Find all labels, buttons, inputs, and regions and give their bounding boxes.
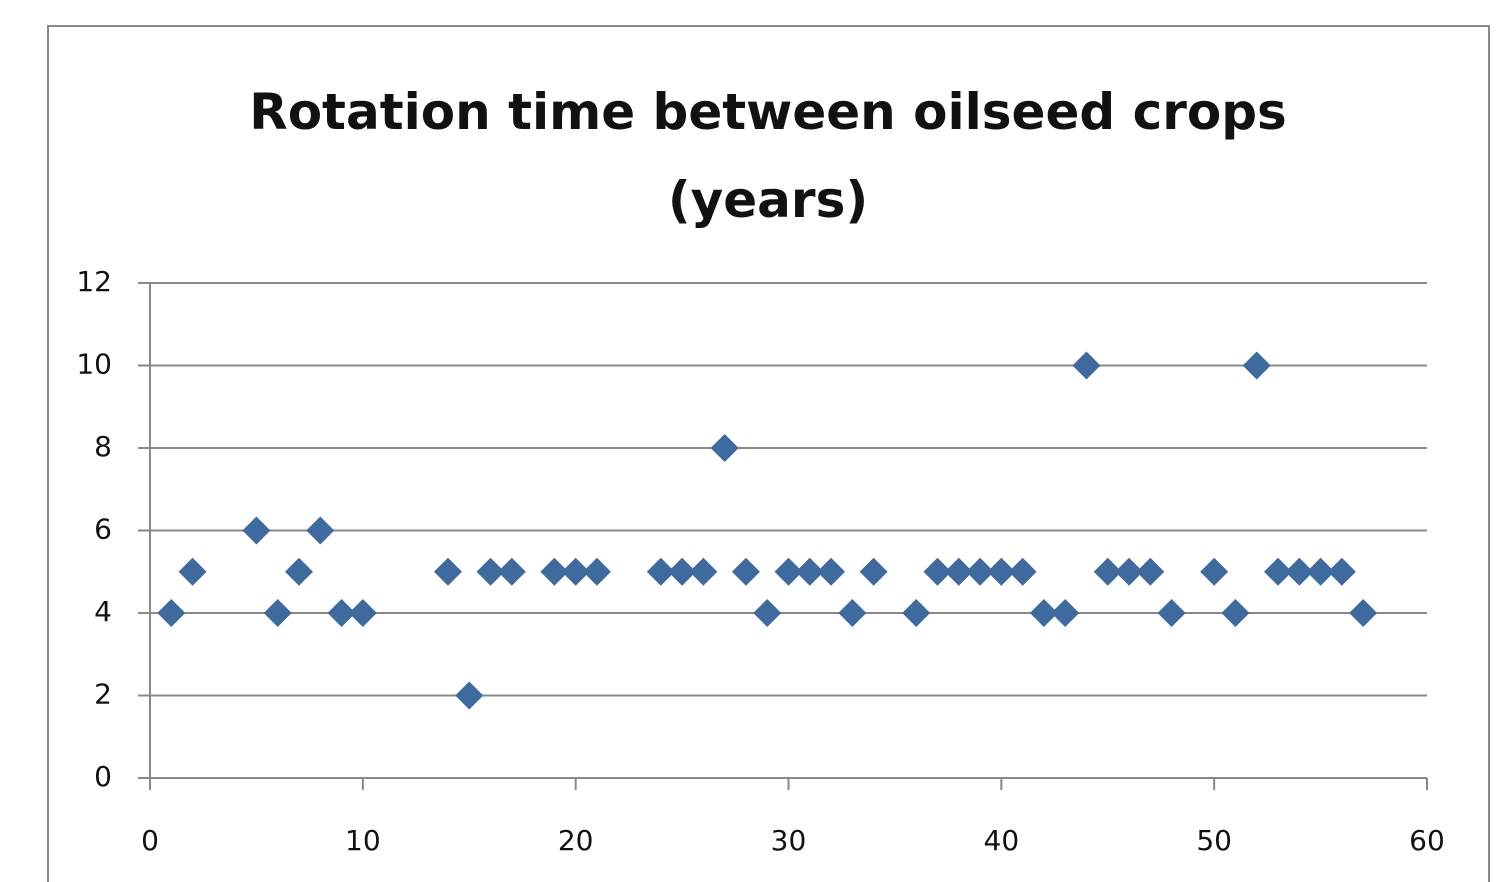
scatter-point — [284, 557, 313, 586]
scatter-point — [731, 557, 760, 586]
scatter-point — [157, 599, 186, 627]
scatter-point — [710, 434, 739, 462]
scatter-point — [923, 557, 952, 586]
scatter-point — [1008, 557, 1037, 586]
scatter-point — [1051, 599, 1080, 627]
scatter-point — [944, 557, 973, 586]
x-tick-label: 10 — [345, 824, 381, 857]
scatter-point — [455, 681, 484, 710]
scatter-point — [306, 516, 335, 545]
scatter-point — [1349, 599, 1378, 627]
scatter-point — [838, 599, 867, 627]
scatter-point — [1264, 557, 1293, 586]
scatter-point — [646, 557, 675, 586]
scatter-point — [817, 557, 846, 586]
scatter-point — [902, 599, 931, 627]
chart-frame — [47, 25, 1490, 882]
scatter-point — [1157, 599, 1186, 627]
y-tick-label: 2 — [94, 678, 112, 711]
scatter-point — [178, 557, 207, 586]
y-tick-label: 6 — [94, 513, 112, 546]
scatter-point — [1200, 557, 1229, 586]
x-tick-label: 40 — [984, 824, 1020, 857]
x-tick-label: 60 — [1409, 824, 1445, 857]
scatter-point — [561, 557, 590, 586]
scatter-point — [348, 599, 377, 627]
scatter-point — [966, 557, 995, 586]
scatter-point — [1221, 599, 1250, 627]
scatter-point — [327, 599, 356, 627]
scatter-point — [774, 557, 803, 586]
scatter-point — [859, 557, 888, 586]
scatter-point — [242, 516, 271, 545]
scatter-point — [476, 557, 505, 586]
scatter-point — [668, 557, 697, 586]
scatter-point — [1072, 351, 1101, 380]
scatter-point — [582, 557, 611, 586]
x-tick-label: 0 — [141, 824, 159, 857]
scatter-point — [1327, 557, 1356, 586]
scatter-point — [540, 557, 569, 586]
scatter-point — [1306, 557, 1335, 586]
scatter-point — [753, 599, 782, 627]
scatter-point — [433, 557, 462, 586]
x-tick-label: 20 — [558, 824, 594, 857]
scatter-point — [1029, 599, 1058, 627]
scatter-point — [1242, 351, 1271, 380]
scatter-point — [689, 557, 718, 586]
scatter-point — [263, 599, 292, 627]
chart-title: Rotation time between oilseed crops (yea… — [249, 83, 1287, 229]
x-tick-label: 50 — [1196, 824, 1232, 857]
scatter-point — [795, 557, 824, 586]
scatter-point — [987, 557, 1016, 586]
y-tick-label: 4 — [94, 595, 112, 628]
scatter-point — [1115, 557, 1144, 586]
y-tick-label: 0 — [94, 760, 112, 793]
y-tick-label: 8 — [94, 430, 112, 463]
scatter-point — [1093, 557, 1122, 586]
scatter-point — [1136, 557, 1165, 586]
scatter-point — [497, 557, 526, 586]
x-tick-label: 30 — [771, 824, 807, 857]
scatter-point — [1285, 557, 1314, 586]
y-tick-label: 12 — [76, 265, 112, 298]
y-tick-label: 10 — [76, 348, 112, 381]
